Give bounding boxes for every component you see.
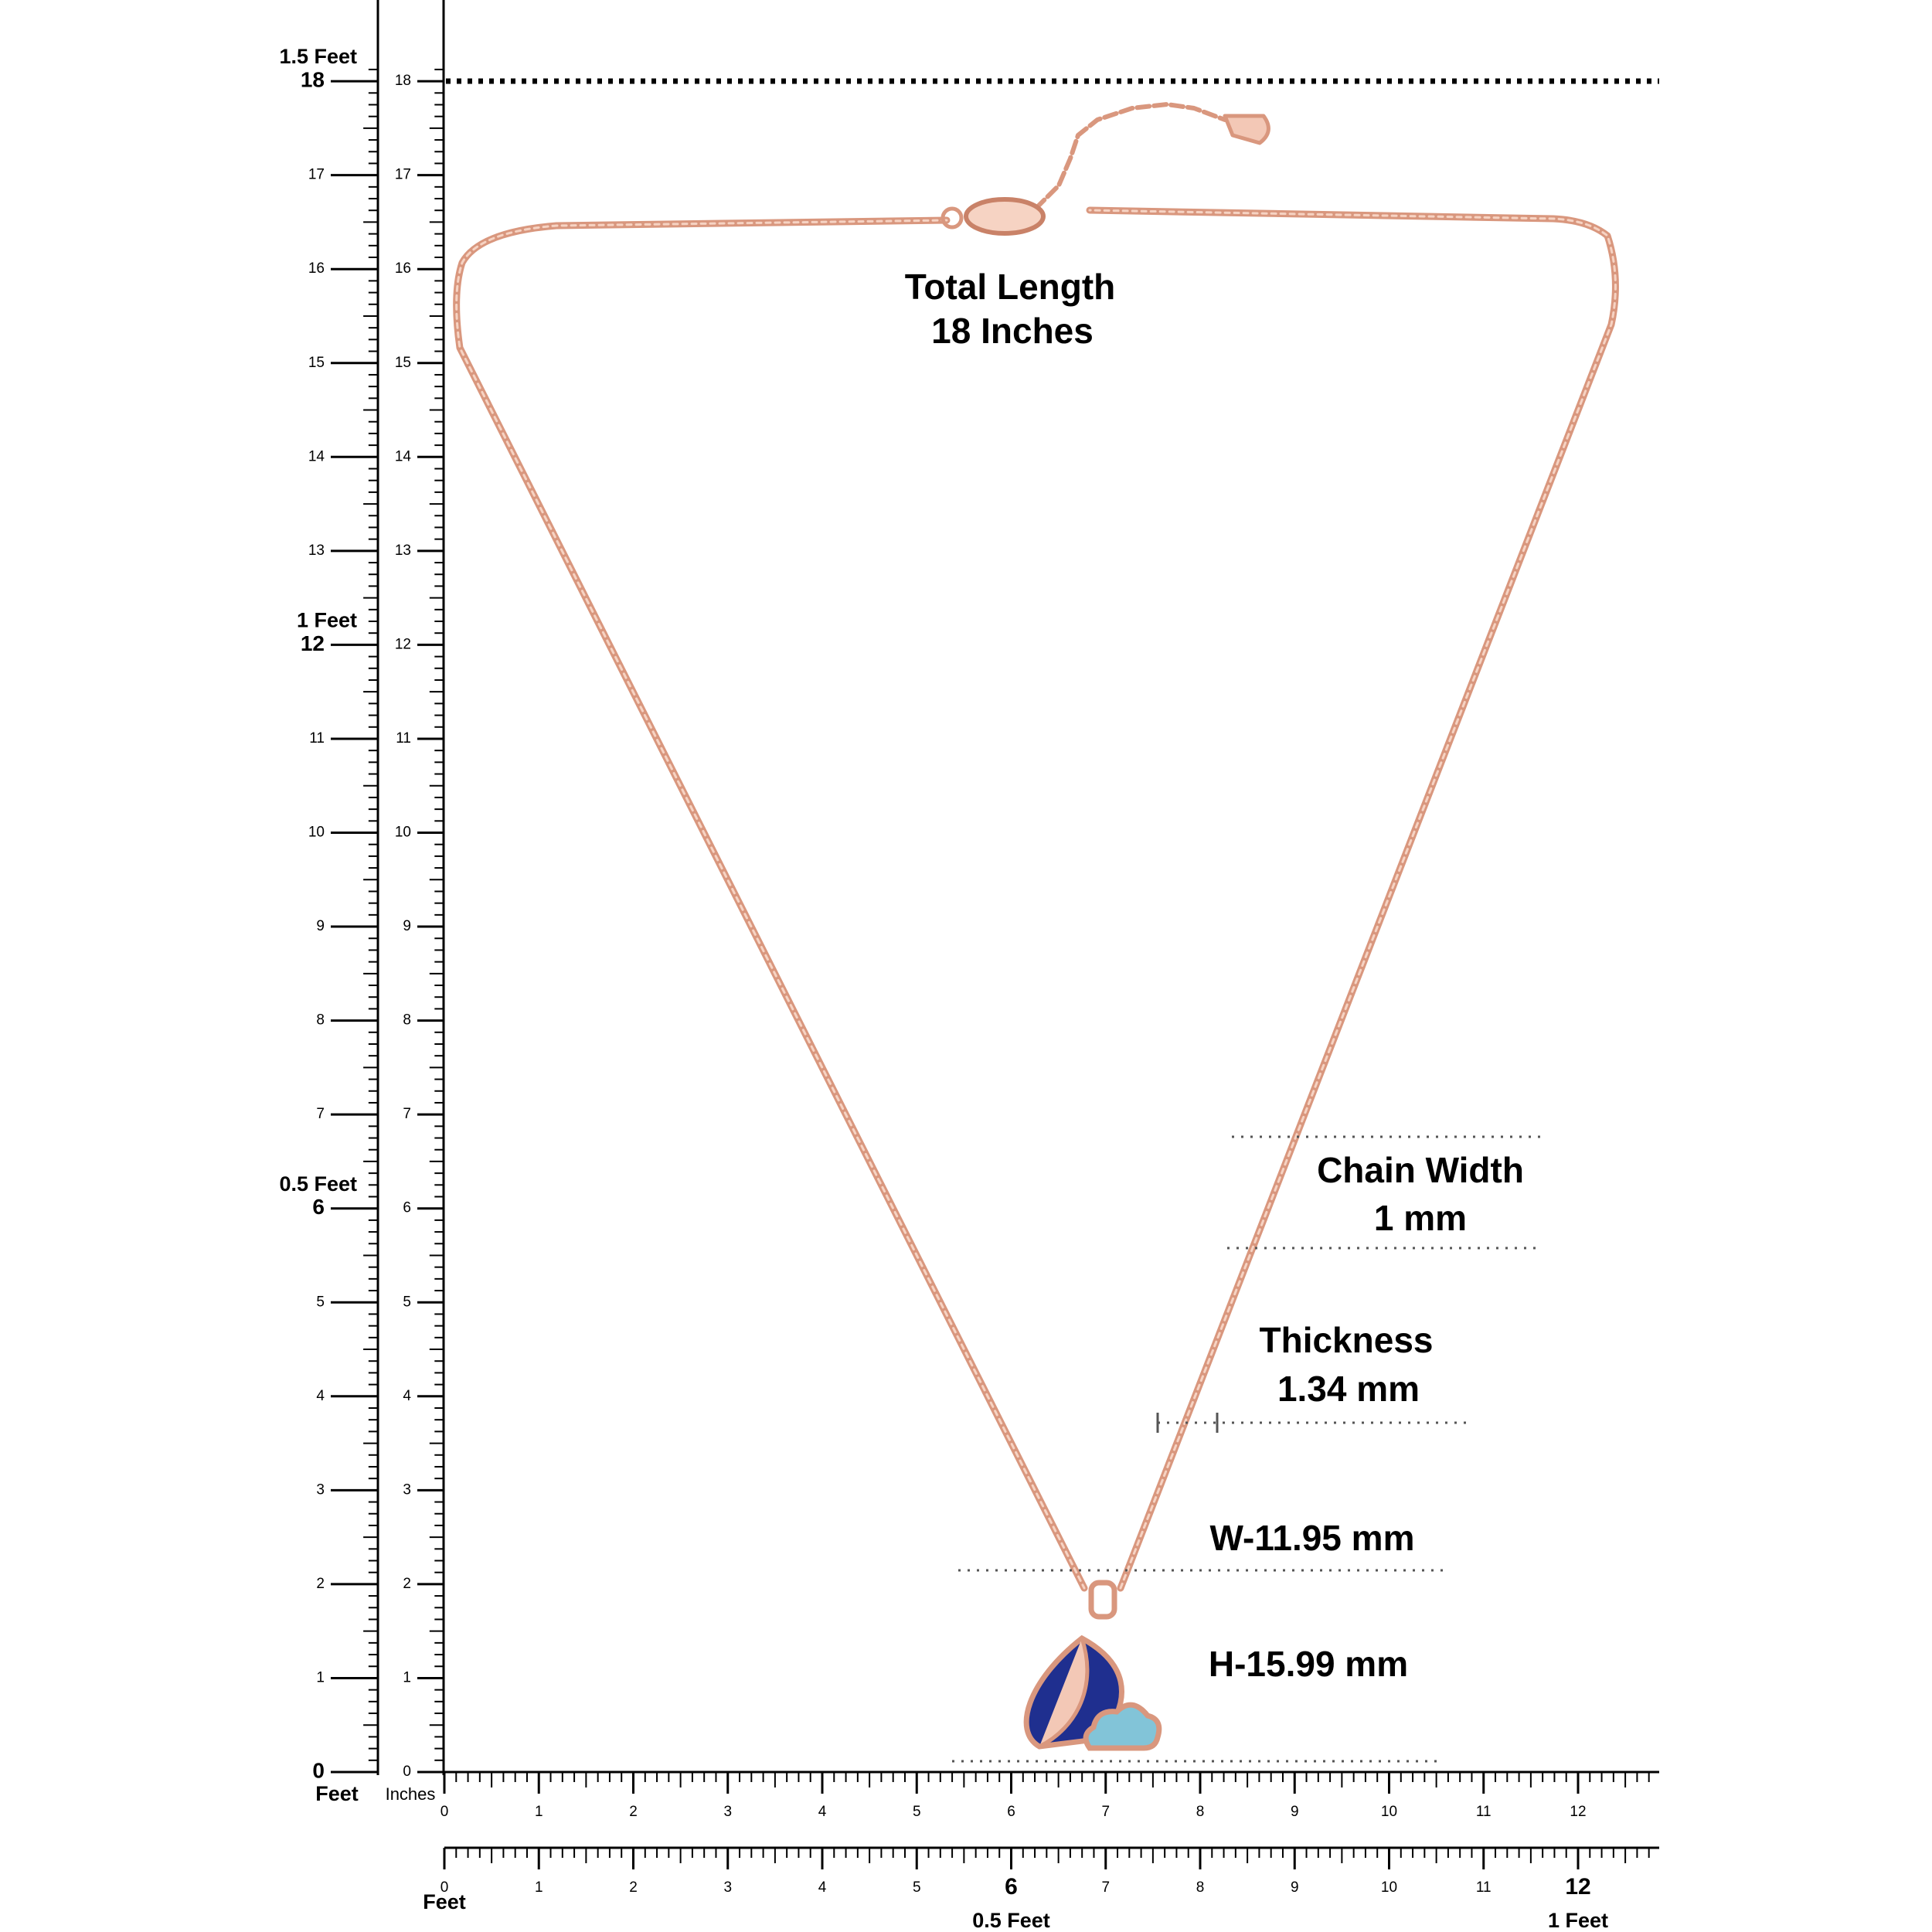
unit-label: Feet [315,1782,359,1805]
tick-label: 7 [1101,1804,1110,1820]
tick-label: 9 [403,918,411,934]
tick-label: 15 [308,355,325,371]
tick-label: 7 [316,1106,325,1122]
tick-label: 18 [301,67,325,91]
annotation: W-11.95 mm [1210,1518,1415,1558]
tick-label: 2 [629,1804,638,1820]
tick-label: 0 [440,1879,449,1896]
tick-label: 1 [403,1669,411,1685]
tick-label: 4 [818,1879,827,1896]
tick-label: 17 [395,167,411,183]
unit-label: Inches [386,1784,436,1804]
annotation: 18 Inches [931,311,1094,351]
tick-label: 9 [316,918,325,934]
tick-label: 13 [395,543,411,559]
tick-label: 11 [396,730,411,747]
tick-label: 8 [403,1012,411,1029]
tick-label: 2 [403,1576,411,1592]
tick-label: 16 [308,260,325,277]
tick-label: 9 [1291,1804,1299,1820]
tick-label: 10 [1381,1804,1397,1820]
tick-label: 3 [403,1481,411,1498]
tick-label: 1 [316,1669,325,1685]
tick-label: 14 [308,448,325,464]
tick-label: 0 [440,1804,449,1820]
tick-label: 16 [395,260,411,277]
tick-label: 6 [1007,1804,1015,1820]
tick-label: 1 [535,1879,543,1896]
feet-marker: 1 Feet [297,609,357,632]
tick-label: 3 [723,1804,732,1820]
tick-label: 2 [629,1879,638,1896]
tick-label: 15 [395,355,411,371]
pendant [1023,1634,1162,1751]
tick-label: 12 [1565,1874,1590,1900]
feet-marker: 1 Feet [1548,1909,1608,1932]
tick-label: 12 [395,636,411,652]
tick-label: 3 [316,1481,325,1498]
tick-label: 8 [1196,1879,1205,1896]
tick-label: 6 [312,1195,325,1219]
tick-label: 10 [1381,1879,1397,1896]
tick-label: 5 [403,1294,411,1310]
tick-label: 4 [316,1388,325,1404]
tick-label: 5 [913,1804,921,1820]
tick-label: 11 [1476,1879,1492,1896]
tick-label: 2 [316,1576,325,1592]
annotation: Total Length [905,267,1116,307]
tick-label: 3 [723,1879,732,1896]
tick-label: 6 [1005,1874,1018,1900]
tick-label: 13 [308,543,325,559]
tick-label: 14 [395,448,412,464]
annotation: H-15.99 mm [1209,1644,1408,1684]
tick-label: 7 [403,1106,411,1122]
unit-label: Feet [423,1890,466,1913]
tick-label: 0 [403,1764,411,1780]
feet-marker: 0.5 Feet [972,1909,1050,1932]
tick-label: 12 [301,631,325,655]
tick-label: 10 [308,825,325,841]
tick-label: 7 [1101,1879,1110,1896]
tick-label: 10 [395,825,411,841]
tick-label: 18 [395,73,411,89]
tick-label: 17 [308,167,325,183]
tick-label: 5 [316,1294,325,1310]
tick-label: 5 [913,1879,921,1896]
tick-label: 4 [818,1804,827,1820]
feet-marker: 0.5 Feet [279,1172,357,1196]
tick-label: 4 [403,1388,411,1404]
tick-label: 12 [1570,1804,1586,1820]
tick-label: 11 [309,730,325,747]
rulers: 0123456789101112131415161718012345678910… [279,0,1659,1932]
feet-marker: 1.5 Feet [279,45,357,68]
tick-label: 11 [1476,1804,1492,1820]
annotation: 1.34 mm [1277,1369,1420,1409]
annotation: Thickness [1260,1320,1434,1360]
tick-label: 9 [1291,1879,1299,1896]
annotation: 1 mm [1374,1198,1467,1238]
tick-label: 1 [535,1804,543,1820]
annotation: Chain Width [1317,1150,1524,1190]
tick-label: 6 [403,1200,411,1216]
tick-label: 8 [316,1012,325,1029]
tick-label: 0 [312,1758,325,1782]
tick-label: 8 [1196,1804,1205,1820]
necklace [453,102,1619,1620]
